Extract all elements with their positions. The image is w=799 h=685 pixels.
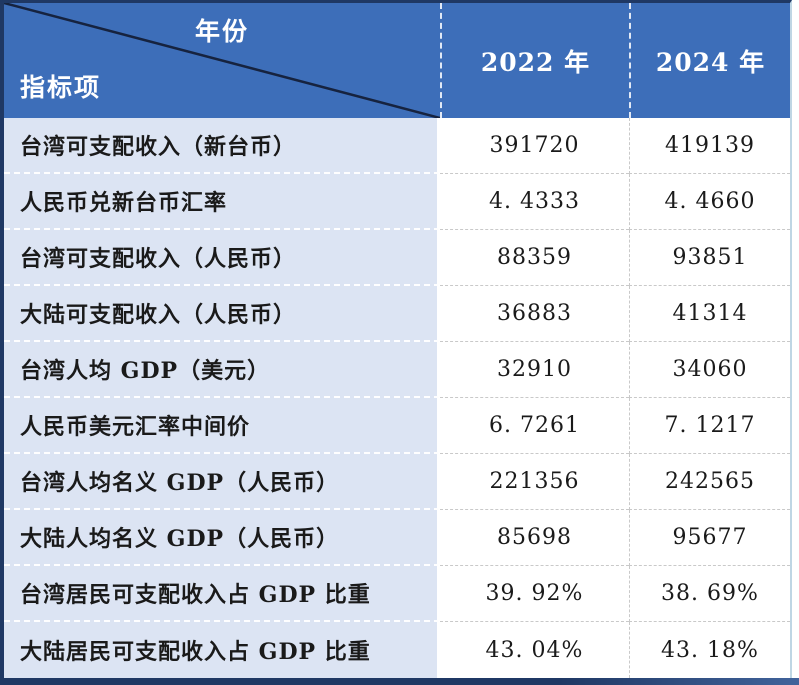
value-cell-2022: 43. 04% bbox=[440, 622, 629, 678]
indicator-cell: 大陆居民可支配收入占 GDP 比重 bbox=[4, 622, 440, 678]
column-header-2022: 2022 年 bbox=[440, 3, 629, 118]
value-cell-2022: 39. 92% bbox=[440, 566, 629, 622]
diagonal-corner-cell: 年份 指标项 bbox=[4, 3, 440, 118]
value-cell-2022: 85698 bbox=[440, 510, 629, 566]
value-cell-2022: 391720 bbox=[440, 118, 629, 174]
value-cell-2022: 36883 bbox=[440, 286, 629, 342]
value-cell-2022: 6. 7261 bbox=[440, 398, 629, 454]
value-cell-2022: 32910 bbox=[440, 342, 629, 398]
indicator-cell: 台湾可支配收入（人民币） bbox=[4, 230, 440, 286]
value-cell-2022: 88359 bbox=[440, 230, 629, 286]
table-bottom-border bbox=[0, 678, 799, 685]
value-cell-2024: 38. 69% bbox=[629, 566, 790, 622]
value-cell-2024: 93851 bbox=[629, 230, 790, 286]
value-cell-2024: 7. 1217 bbox=[629, 398, 790, 454]
value-cell-2022: 221356 bbox=[440, 454, 629, 510]
table-row: 台湾居民可支配收入占 GDP 比重 39. 92% 38. 69% bbox=[4, 566, 790, 622]
table-row: 台湾人均 GDP（美元） 32910 34060 bbox=[4, 342, 790, 398]
indicator-cell: 大陆人均名义 GDP（人民币） bbox=[4, 510, 440, 566]
corner-indicator-label: 指标项 bbox=[20, 73, 102, 102]
value-cell-2024: 41314 bbox=[629, 286, 790, 342]
indicator-cell: 台湾人均 GDP（美元） bbox=[4, 342, 440, 398]
diagonal-divider-line bbox=[4, 3, 440, 118]
table-row: 台湾可支配收入（人民币） 88359 93851 bbox=[4, 230, 790, 286]
table-row: 大陆人均名义 GDP（人民币） 85698 95677 bbox=[4, 510, 790, 566]
value-cell-2024: 95677 bbox=[629, 510, 790, 566]
value-cell-2024: 34060 bbox=[629, 342, 790, 398]
value-cell-2024: 419139 bbox=[629, 118, 790, 174]
indicator-cell: 台湾人均名义 GDP（人民币） bbox=[4, 454, 440, 510]
value-cell-2024: 242565 bbox=[629, 454, 790, 510]
column-header-2024: 2024 年 bbox=[629, 3, 790, 118]
table-header-row: 年份 指标项 2022 年 2024 年 bbox=[4, 3, 790, 118]
table-row: 人民币美元汇率中间价 6. 7261 7. 1217 bbox=[4, 398, 790, 454]
indicator-cell: 人民币美元汇率中间价 bbox=[4, 398, 440, 454]
table-row: 人民币兑新台币汇率 4. 4333 4. 4660 bbox=[4, 174, 790, 230]
table-row: 大陆可支配收入（人民币） 36883 41314 bbox=[4, 286, 790, 342]
indicator-cell: 人民币兑新台币汇率 bbox=[4, 174, 440, 230]
table-row: 台湾人均名义 GDP（人民币） 221356 242565 bbox=[4, 454, 790, 510]
indicator-cell: 台湾居民可支配收入占 GDP 比重 bbox=[4, 566, 440, 622]
value-cell-2024: 4. 4660 bbox=[629, 174, 790, 230]
corner-year-label: 年份 bbox=[194, 17, 249, 46]
indicator-cell: 大陆可支配收入（人民币） bbox=[4, 286, 440, 342]
table-body: 台湾可支配收入（新台币） 391720 419139 人民币兑新台币汇率 4. … bbox=[4, 118, 790, 678]
value-cell-2024: 43. 18% bbox=[629, 622, 790, 678]
indicator-cell: 台湾可支配收入（新台币） bbox=[4, 118, 440, 174]
table-row: 大陆居民可支配收入占 GDP 比重 43. 04% 43. 18% bbox=[4, 622, 790, 678]
value-cell-2022: 4. 4333 bbox=[440, 174, 629, 230]
table-row: 台湾可支配收入（新台币） 391720 419139 bbox=[4, 118, 790, 174]
